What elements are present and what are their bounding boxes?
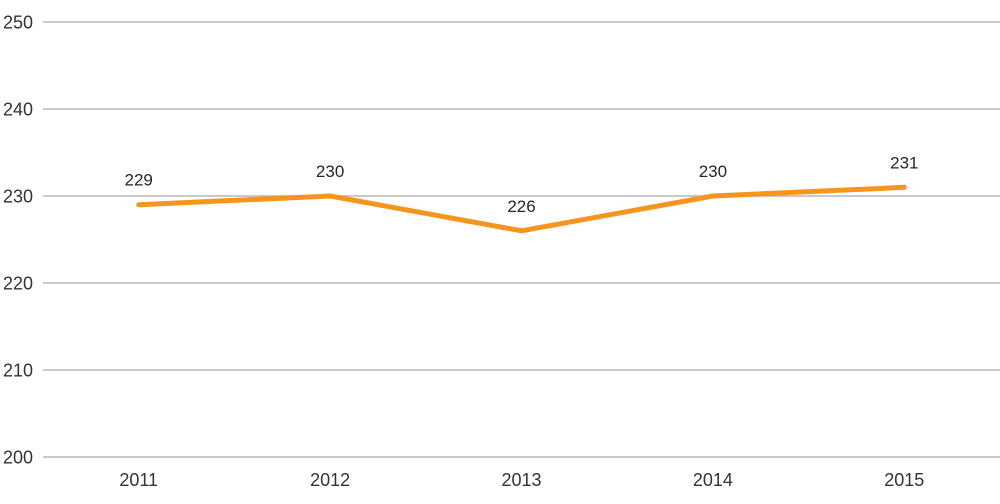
y-tick-label: 210	[3, 361, 33, 381]
data-point-label: 230	[316, 162, 344, 181]
data-point-label: 230	[699, 162, 727, 181]
y-tick-label: 200	[3, 448, 33, 468]
x-axis-label: 2015	[884, 470, 924, 490]
x-axis-label: 2011	[119, 470, 158, 490]
y-tick-label: 240	[3, 100, 33, 120]
x-axis-label: 2014	[693, 470, 733, 490]
y-tick-label: 220	[3, 274, 33, 294]
y-tick-label: 230	[3, 187, 33, 207]
x-axis-label: 2013	[501, 470, 541, 490]
x-axis-label: 2012	[310, 470, 350, 490]
data-point-label: 231	[890, 153, 918, 172]
data-point-label: 229	[125, 171, 153, 190]
data-point-label: 226	[507, 197, 535, 216]
data-series-line	[136, 184, 907, 234]
y-tick-label: 250	[3, 13, 33, 33]
